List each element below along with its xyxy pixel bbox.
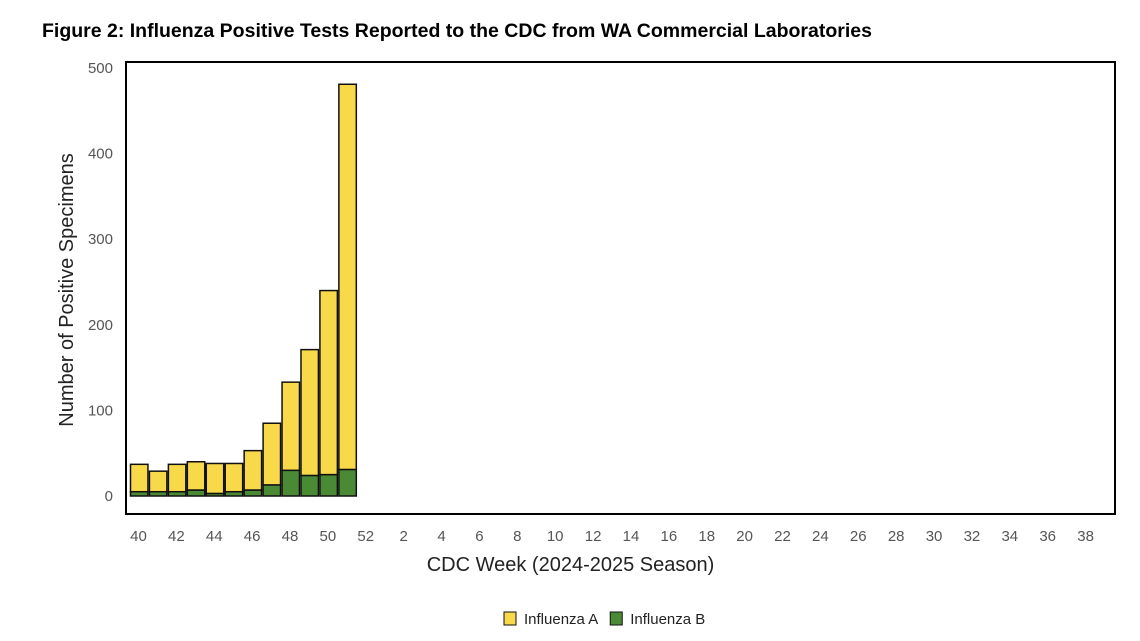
x-tick-label: 50 bbox=[320, 528, 337, 545]
bar-influenza-a bbox=[262, 422, 282, 486]
x-tick-label: 46 bbox=[244, 528, 261, 545]
bar-influenza-a bbox=[243, 449, 263, 491]
x-tick-label: 14 bbox=[623, 528, 640, 545]
chart-title: Figure 2: Influenza Positive Tests Repor… bbox=[42, 20, 872, 42]
x-tick-label: 12 bbox=[585, 528, 602, 545]
x-tick-label: 40 bbox=[130, 528, 147, 545]
bar-influenza-a bbox=[148, 470, 168, 493]
legend-label: Influenza B bbox=[630, 611, 705, 628]
x-tick-label: 8 bbox=[513, 528, 521, 545]
legend-label: Influenza A bbox=[524, 611, 598, 628]
x-axis-label: CDC Week (2024-2025 Season) bbox=[427, 554, 715, 576]
y-tick-label: 200 bbox=[88, 317, 113, 334]
bar-influenza-a bbox=[205, 462, 225, 495]
bar-influenza-b bbox=[319, 473, 339, 497]
x-tick-label: 2 bbox=[399, 528, 407, 545]
bar-influenza-b bbox=[262, 484, 282, 497]
bar-influenza-a bbox=[281, 381, 301, 472]
x-tick-label: 48 bbox=[282, 528, 299, 545]
bar-influenza-a bbox=[319, 289, 339, 476]
x-tick-label: 42 bbox=[168, 528, 185, 545]
x-tick-label: 6 bbox=[475, 528, 483, 545]
x-tick-label: 38 bbox=[1077, 528, 1094, 545]
x-tick-label: 4 bbox=[437, 528, 445, 545]
bar-influenza-b bbox=[300, 474, 320, 497]
y-tick-label: 300 bbox=[88, 231, 113, 248]
bar-influenza-a bbox=[300, 348, 320, 477]
x-tick-label: 30 bbox=[926, 528, 943, 545]
bar-influenza-b bbox=[186, 489, 206, 497]
legend-swatch bbox=[503, 611, 517, 626]
bar-influenza-b bbox=[243, 489, 263, 497]
x-tick-label: 52 bbox=[357, 528, 374, 545]
x-tick-label: 24 bbox=[812, 528, 829, 545]
x-tick-label: 44 bbox=[206, 528, 223, 545]
bar-influenza-b bbox=[338, 468, 358, 497]
x-tick-label: 22 bbox=[774, 528, 791, 545]
bar-influenza-a bbox=[129, 463, 149, 493]
y-axis-label: Number of Positive Specimens bbox=[56, 153, 78, 426]
y-tick-label: 100 bbox=[88, 402, 113, 419]
bar-influenza-a bbox=[338, 83, 358, 471]
bar-influenza-a bbox=[224, 462, 244, 493]
legend-swatch bbox=[609, 611, 623, 626]
x-tick-label: 34 bbox=[1001, 528, 1018, 545]
x-tick-label: 32 bbox=[964, 528, 981, 545]
x-tick-label: 26 bbox=[850, 528, 867, 545]
y-tick-label: 0 bbox=[105, 488, 113, 505]
x-tick-label: 28 bbox=[888, 528, 905, 545]
x-tick-label: 36 bbox=[1039, 528, 1056, 545]
y-tick-label: 500 bbox=[88, 60, 113, 77]
bar-influenza-b bbox=[281, 469, 301, 497]
bar-influenza-a bbox=[186, 461, 206, 491]
x-tick-label: 16 bbox=[661, 528, 678, 545]
bar-influenza-a bbox=[167, 463, 187, 493]
y-tick-label: 400 bbox=[88, 146, 113, 163]
x-tick-label: 20 bbox=[736, 528, 753, 545]
x-tick-label: 18 bbox=[698, 528, 715, 545]
x-tick-label: 10 bbox=[547, 528, 564, 545]
